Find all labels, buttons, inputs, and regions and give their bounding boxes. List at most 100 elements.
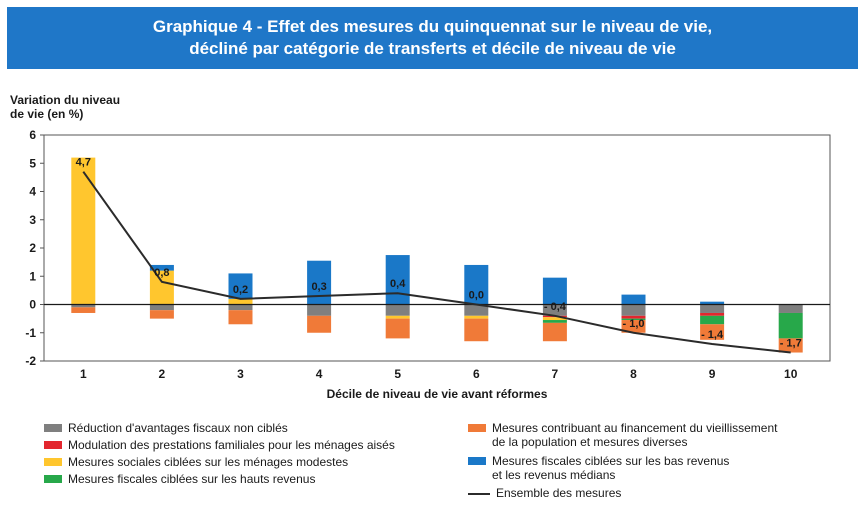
x-axis-label: Décile de niveau de vie avant réformes [327, 387, 548, 401]
bar-segment [385, 318, 410, 339]
legend-swatch [44, 458, 62, 466]
legend-swatch [44, 475, 62, 483]
total-data-label: 0,3 [311, 281, 326, 293]
bar-segment [700, 324, 725, 340]
y-tick-label: 2 [29, 241, 36, 255]
total-data-label: - 1,0 [622, 318, 644, 330]
x-tick-label: 10 [784, 367, 798, 381]
y-tick-label: 4 [29, 185, 36, 199]
y-tick-label: -2 [25, 354, 36, 368]
bar-segment [621, 315, 646, 319]
bar-segment [149, 310, 174, 319]
bar-segment [542, 277, 567, 305]
bar-segment [464, 318, 489, 342]
legend-label: Mesures fiscales ciblées sur les hauts r… [68, 472, 315, 486]
title-banner: Graphique 4 - Effet des mesures du quinq… [7, 7, 858, 69]
bar-segment [71, 304, 96, 308]
bar-segment [464, 264, 489, 305]
bar-segment [621, 320, 646, 333]
bar-segment [464, 315, 489, 319]
legend-label: Ensemble des mesures [496, 486, 621, 500]
y-tick-label: 3 [29, 213, 36, 227]
bar-segment [228, 298, 253, 305]
x-tick-label: 2 [159, 367, 166, 381]
x-tick-label: 7 [552, 367, 559, 381]
legend-item: Mesures contribuant au financement du vi… [468, 421, 777, 449]
bar-segment [71, 307, 96, 313]
legend-item: Ensemble des mesures [468, 486, 621, 500]
legend-item: Mesures fiscales ciblées sur les bas rev… [468, 454, 729, 482]
total-data-label: - 1,4 [701, 329, 724, 341]
y-tick-label: 6 [29, 128, 36, 142]
x-tick-label: 1 [80, 367, 87, 381]
legend-label-line: et les revenus médians [492, 468, 616, 482]
bar-segment [542, 320, 567, 323]
y-tick-label: -1 [25, 326, 36, 340]
legend-label-line: Réduction d'avantages fiscaux non ciblés [68, 421, 288, 435]
y-axis-label-line-2: de vie (en %) [10, 107, 83, 121]
bar-segment [228, 310, 253, 325]
bar-segment [149, 264, 174, 271]
y-tick-label: 5 [29, 156, 36, 170]
bar-segment [307, 315, 332, 333]
bar-segment [149, 304, 174, 311]
legend-label: Modulation des prestations familiales po… [68, 438, 395, 452]
bar-segment [700, 304, 725, 313]
y-axis: -2 -1 0 1 2 3 4 5 6 [25, 128, 44, 368]
bar-segment [542, 322, 567, 342]
legend-item: Modulation des prestations familiales po… [44, 438, 395, 452]
total-data-label: 0,0 [469, 290, 484, 302]
bar-segment [700, 312, 725, 316]
legend-item: Mesures fiscales ciblées sur les hauts r… [44, 472, 315, 486]
legend-label-line: Mesures fiscales ciblées sur les bas rev… [492, 454, 730, 468]
bar-segment [621, 304, 646, 316]
bar-segment [385, 255, 410, 305]
legend-label: Mesures contribuant au financement du vi… [492, 421, 777, 449]
bar-segment [778, 312, 803, 339]
total-data-label: - 1,7 [780, 338, 802, 350]
bar-segment [149, 270, 174, 305]
bar-segment [700, 301, 725, 305]
x-axis: 1 2 3 4 5 6 7 8 9 10 [80, 367, 798, 381]
bar-segment [542, 304, 567, 316]
legend-swatch [44, 441, 62, 449]
bar-segment [307, 304, 332, 316]
legend-swatch [468, 457, 486, 465]
total-data-label: 4,7 [76, 157, 91, 169]
bar-segment [700, 315, 725, 325]
total-line [82, 171, 791, 354]
legend-label-line: Mesures sociales ciblées sur les ménages… [68, 455, 349, 469]
bars-group [71, 157, 803, 353]
chart-title-line-1: Graphique 4 - Effet des mesures du quinq… [152, 17, 713, 36]
legend-swatch [468, 424, 486, 432]
legend-label: Réduction d'avantages fiscaux non ciblés [68, 421, 288, 435]
chart-title-line-2: décliné par catégorie de transferts et d… [189, 39, 676, 58]
bar-segment [542, 317, 567, 321]
x-tick-label: 6 [473, 367, 480, 381]
total-line-group: 4,7 0,8 0,2 0,3 0,4 0,0 - 0,4 - 1,0 - 1,4 - 1,7 [76, 157, 802, 354]
legend-item: Mesures sociales ciblées sur les ménages… [44, 455, 348, 469]
x-tick-label: 5 [394, 367, 401, 381]
bar-segment [621, 318, 646, 321]
bar-segment [778, 304, 803, 313]
x-tick-label: 8 [630, 367, 637, 381]
legend-label: Mesures fiscales ciblées sur les bas rev… [492, 454, 729, 482]
x-tick-label: 3 [237, 367, 244, 381]
bar-segment [385, 304, 410, 316]
x-tick-label: 4 [316, 367, 323, 381]
bar-segment [228, 304, 253, 311]
legend-label-line: Mesures fiscales ciblées sur les hauts r… [68, 472, 316, 486]
total-data-label: 0,8 [154, 267, 169, 279]
total-data-label: 0,2 [233, 284, 248, 296]
bar-segment [228, 273, 253, 299]
legend-label-line: Ensemble des mesures [496, 486, 622, 500]
legend-label-line: de la population et mesures diverses [492, 435, 688, 449]
bar-segment [621, 294, 646, 305]
legend-label-line: Mesures contribuant au financement du vi… [492, 421, 778, 435]
x-tick-label: 9 [709, 367, 716, 381]
legend-label-line: Modulation des prestations familiales po… [68, 438, 395, 452]
bar-segment [71, 157, 96, 305]
total-data-label: - 0,4 [544, 301, 567, 313]
legend-line-swatch [468, 493, 490, 495]
